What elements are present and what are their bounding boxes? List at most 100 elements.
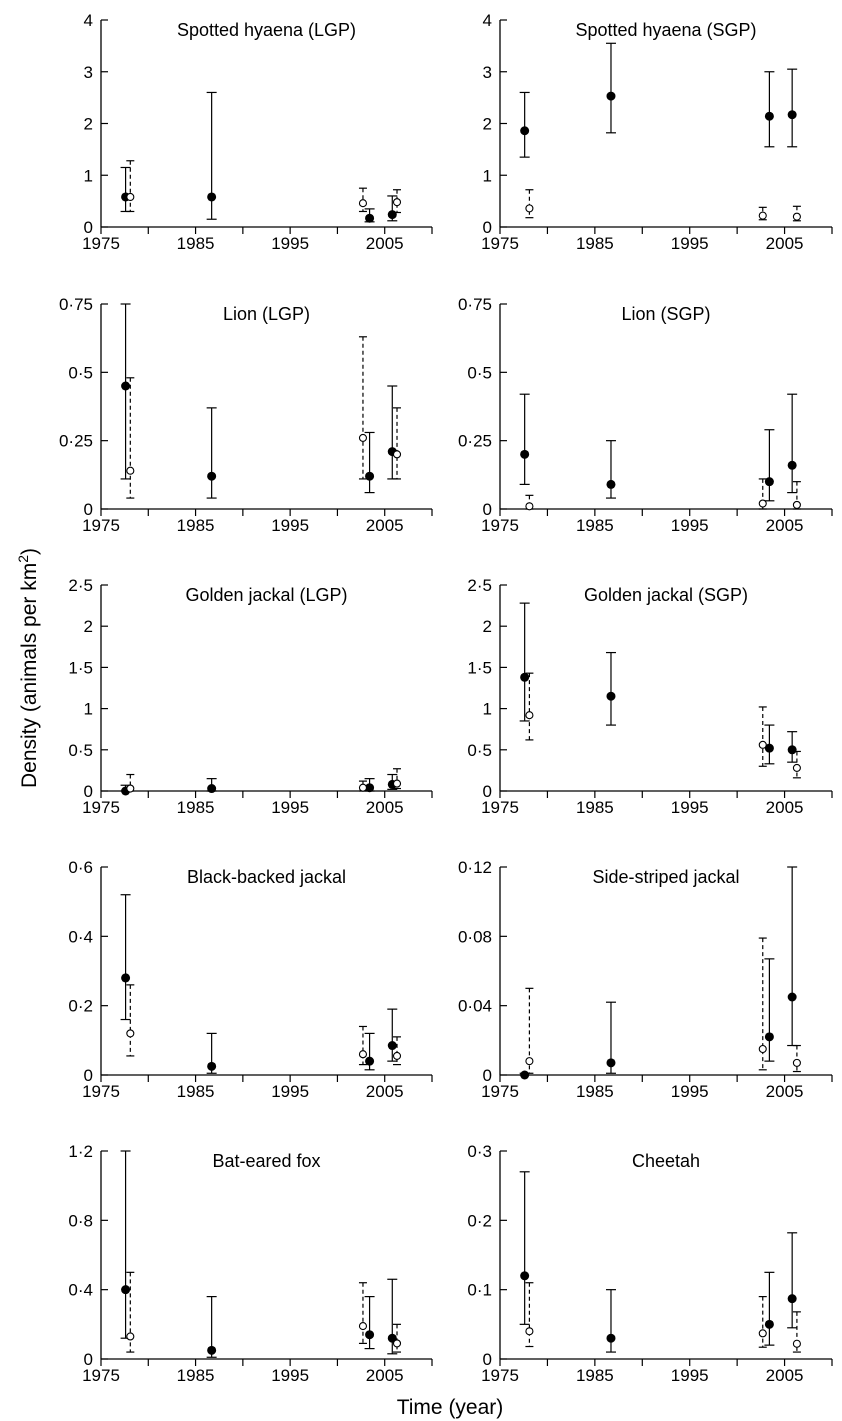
x-tick-label: 2005	[766, 1366, 804, 1385]
y-tick-label: 0	[483, 1066, 492, 1085]
filled-point	[606, 691, 616, 701]
panel-9: 0 0·4 0·8 1·2 1975 1985 1995 2005 Bat-eared fox	[68, 1142, 433, 1385]
y-tick-label: 1	[84, 166, 93, 185]
y-tick-label: 0·1	[467, 1281, 492, 1300]
filled-point	[121, 381, 131, 391]
open-point	[358, 199, 368, 208]
panel-7: 0 0·2 0·4 0·6 1975 1985 1995 2005 Black-backed j…	[68, 858, 433, 1101]
x-tick-label: 2005	[366, 1366, 404, 1385]
filled-point	[121, 973, 131, 983]
y-tick-label: 0·8	[68, 1211, 93, 1230]
open-point	[126, 466, 135, 475]
open-point	[126, 1332, 135, 1341]
open-point	[392, 779, 402, 788]
y-tick-label: 0	[84, 500, 93, 519]
panel-10: 0 0·1 0·2 0·3 1975 1985 1995 2005 Cheetah	[467, 1142, 833, 1385]
y-tick-label: 2	[483, 115, 492, 134]
filled-point	[606, 91, 616, 101]
x-tick-label: 1975	[82, 798, 120, 817]
x-tick-label: 1985	[177, 1082, 215, 1101]
y-tick-label: 1	[483, 166, 492, 185]
y-tick-label: 2	[84, 115, 93, 134]
panel-title: Bat-eared fox	[212, 1151, 320, 1171]
x-tick-label: 1995	[671, 516, 709, 535]
filled-point	[606, 1333, 616, 1343]
open-point	[792, 1058, 801, 1067]
filled-point	[606, 479, 616, 489]
x-tick-label: 1985	[576, 798, 614, 817]
filled-point	[787, 745, 797, 755]
y-tick-label: 0	[84, 218, 93, 237]
x-tick-label: 1975	[82, 1082, 120, 1101]
panel-title: Cheetah	[632, 1151, 700, 1171]
open-point	[758, 1044, 767, 1054]
x-tick-label: 2005	[366, 1082, 404, 1101]
open-point	[358, 1050, 368, 1059]
y-tick-label: 0	[84, 1066, 93, 1085]
filled-point	[207, 784, 217, 794]
filled-point	[787, 992, 797, 1002]
y-tick-label: 0	[483, 218, 492, 237]
x-tick-label: 1995	[271, 234, 309, 253]
open-point	[758, 1329, 767, 1338]
filled-point	[520, 449, 530, 459]
x-tick-label: 1985	[177, 798, 215, 817]
panel-title: Spotted hyaena (SGP)	[575, 20, 756, 40]
filled-point	[764, 743, 774, 753]
x-tick-label: 1975	[481, 798, 519, 817]
open-point	[525, 1057, 534, 1066]
x-tick-label: 1985	[177, 1366, 215, 1385]
y-tick-label: 0·5	[68, 363, 93, 382]
x-tick-label: 1995	[271, 516, 309, 535]
open-point	[358, 783, 368, 792]
panel-1: 0 1 2 3 4 1975 1985 1995 2005 Spotted hyaena (LGP…	[82, 11, 433, 253]
filled-point	[520, 1070, 530, 1080]
filled-point	[764, 1032, 774, 1042]
open-point	[792, 763, 801, 772]
open-point	[525, 204, 534, 213]
filled-point	[764, 477, 774, 487]
x-tick-label: 2005	[766, 234, 804, 253]
y-tick-label: 1·5	[467, 658, 492, 677]
open-point	[525, 502, 534, 511]
filled-point	[365, 1330, 375, 1340]
filled-point	[207, 1061, 217, 1071]
y-tick-label: 2·5	[68, 576, 93, 595]
x-tick-label: 1975	[82, 516, 120, 535]
x-tick-label: 2005	[766, 516, 804, 535]
y-tick-label: 0·04	[458, 997, 492, 1016]
y-tick-label: 1·2	[68, 1142, 93, 1161]
x-tick-label: 1985	[576, 516, 614, 535]
panel-title: Lion (SGP)	[621, 304, 710, 324]
filled-point	[207, 471, 217, 481]
filled-point	[787, 110, 797, 120]
x-tick-label: 2005	[366, 516, 404, 535]
panel-title: Black-backed jackal	[187, 867, 346, 887]
y-tick-label: 0·5	[467, 741, 492, 760]
x-tick-label: 1985	[576, 1366, 614, 1385]
filled-point	[606, 1058, 616, 1068]
x-tick-label: 1995	[271, 1366, 309, 1385]
y-tick-label: 0·75	[458, 295, 492, 314]
y-tick-label: 0·08	[458, 927, 492, 946]
panel-6: 0 0·5 1 1·5 2 2·5 1975 1985 1995 2005 Golden jacka…	[467, 576, 833, 817]
y-tick-label: 0·25	[59, 432, 93, 451]
open-point	[126, 192, 135, 202]
y-tick-label: 4	[84, 11, 93, 30]
panel-title: Golden jackal (LGP)	[185, 585, 347, 605]
filled-point	[520, 126, 530, 136]
x-tick-label: 1975	[481, 1366, 519, 1385]
y-tick-label: 1	[84, 700, 93, 719]
filled-point	[520, 672, 530, 682]
x-tick-label: 1995	[671, 1082, 709, 1101]
open-point	[758, 740, 767, 749]
filled-point	[365, 213, 375, 223]
open-point	[758, 211, 767, 220]
x-tick-label: 1975	[481, 1082, 519, 1101]
y-tick-label: 3	[84, 63, 93, 82]
open-point	[392, 450, 402, 459]
x-tick-label: 1995	[671, 798, 709, 817]
x-tick-label: 2005	[366, 798, 404, 817]
filled-point	[207, 192, 217, 202]
y-tick-label: 0·5	[68, 741, 93, 760]
